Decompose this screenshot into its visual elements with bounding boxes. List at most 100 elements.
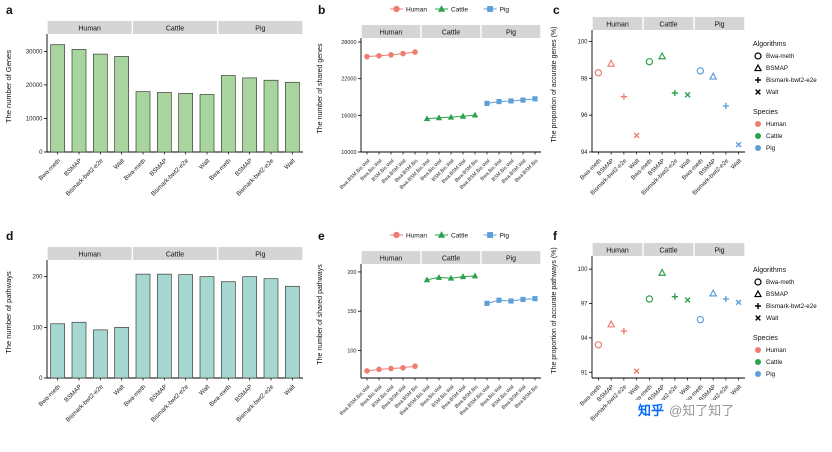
x-marker-icon xyxy=(755,315,761,321)
y-tick-label: 96 xyxy=(581,113,588,119)
legend-label: Bwa-meth xyxy=(766,279,795,286)
circle-marker-icon xyxy=(376,366,382,373)
x-marker-icon xyxy=(735,141,742,148)
x-tick-label: Bismark-bwt2-e2e xyxy=(150,157,191,198)
triangle-marker-icon xyxy=(753,289,763,298)
facet-strip xyxy=(694,243,745,256)
watermark-brand-text: 知乎 xyxy=(638,403,665,418)
panel-label: b xyxy=(318,3,325,17)
x-tick-label: Walt xyxy=(283,383,297,397)
legend-color-swatch xyxy=(755,145,761,151)
circle-marker-icon xyxy=(754,52,762,60)
x-tick-label: Bismark-bwt2-e2e xyxy=(65,157,106,198)
circle-marker-icon xyxy=(393,231,400,239)
legend-title: Species xyxy=(753,335,778,342)
triangle-marker-icon xyxy=(423,276,431,283)
legend-label: Human xyxy=(406,7,427,14)
triangle-marker-icon xyxy=(447,274,455,281)
square-marker-icon xyxy=(520,296,526,303)
y-tick-label: 98 xyxy=(581,76,588,82)
bar xyxy=(135,273,151,379)
facet-label: Cattle xyxy=(442,30,460,37)
watermark: 知乎 @知了知了 xyxy=(626,400,747,421)
y-tick-label: 100 xyxy=(347,349,356,355)
y-axis-title: The proportion of accurate genes (%) xyxy=(551,27,558,143)
legend-label: Walt xyxy=(766,89,779,96)
x-tick-label: Bwa-meth xyxy=(37,157,62,182)
x-marker-icon xyxy=(684,297,691,304)
facet-label: Cattle xyxy=(166,26,184,33)
triangle-marker-icon xyxy=(607,59,616,67)
x-tick-label: Bwa-meth xyxy=(208,383,233,408)
y-tick-label: 0 xyxy=(39,150,43,156)
legend-color-swatch xyxy=(755,347,761,353)
facet-strip xyxy=(481,251,541,264)
plus-marker-icon xyxy=(722,295,729,303)
legend-color-swatch xyxy=(755,371,761,377)
y-tick-label: 10000 xyxy=(26,116,43,122)
bar xyxy=(263,278,279,379)
facet-label: Pig xyxy=(714,248,724,255)
bar xyxy=(92,53,108,153)
y-axis-title: The number of shared genes xyxy=(317,43,324,133)
legend-title: Species xyxy=(753,109,778,116)
facet-label: Cattle xyxy=(166,252,184,259)
bar xyxy=(242,276,258,379)
circle-marker-icon xyxy=(754,278,762,286)
y-tick-label: 100 xyxy=(577,39,588,45)
y-tick-label: 10000 xyxy=(341,150,356,156)
x-tick-label: Bwa-meth xyxy=(208,157,233,182)
bar xyxy=(284,81,300,153)
y-tick-label: 97 xyxy=(581,302,588,308)
facet-strip xyxy=(421,25,481,38)
x-tick-label: Walt xyxy=(113,383,127,397)
y-tick-label: 100 xyxy=(577,267,588,273)
bar xyxy=(242,77,258,153)
square-marker-icon xyxy=(520,97,526,103)
panel-e-shared-pathways-chart: e The number of shared pathways Human Cattl… xyxy=(317,229,541,417)
legend-label: Pig xyxy=(766,371,776,378)
circle-marker-icon xyxy=(696,315,705,324)
square-marker-icon xyxy=(484,100,490,106)
legend-label: Bismark-bwt2-e2e xyxy=(766,303,817,310)
bar xyxy=(50,323,66,379)
watermark-user-text: @知了知了 xyxy=(669,403,735,418)
panel-b-shared-genes-chart: b The number of shared genes Human Cattle Pi… xyxy=(317,3,541,191)
panel-a-genes-bar-chart: a The number of Genes Human Cattle Pig 0 10000… xyxy=(4,3,303,198)
facet-strip xyxy=(361,251,421,264)
legend-label: Pig xyxy=(500,233,510,240)
x-tick-label: Bwa-meth xyxy=(123,157,148,182)
legend-label: Bwa-meth xyxy=(766,53,795,60)
x-tick-label: Bismark-bwt2-e2e xyxy=(235,157,276,198)
facet-label: Human xyxy=(78,252,101,259)
bar xyxy=(114,326,130,379)
x-tick-label: Bismark-bwt2-e2e xyxy=(65,383,106,424)
y-tick-label: 94 xyxy=(581,150,588,156)
legend-title: Algorithms xyxy=(753,267,787,274)
facet-strip xyxy=(47,21,132,34)
square-marker-icon xyxy=(487,232,494,238)
y-tick-label: 200 xyxy=(347,270,356,276)
triangle-marker-icon xyxy=(437,231,446,238)
triangle-marker-icon xyxy=(709,288,718,297)
bar xyxy=(114,56,130,153)
bar xyxy=(199,276,215,379)
triangle-marker-icon xyxy=(423,115,431,122)
facet-strip xyxy=(481,25,541,38)
legend-label: Human xyxy=(766,121,787,128)
legend-label: Human xyxy=(766,347,787,354)
triangle-marker-icon xyxy=(459,273,467,280)
plus-marker-icon xyxy=(620,93,627,100)
square-marker-icon xyxy=(496,99,502,105)
x-tick-label: Walt xyxy=(283,157,297,171)
y-tick-label: 22000 xyxy=(341,77,356,83)
bar xyxy=(135,91,151,153)
y-axis-title: The number of shared pathways xyxy=(317,264,324,365)
circle-marker-icon xyxy=(400,364,406,371)
x-tick-label: Bismark-bwt2-e2e xyxy=(235,383,276,424)
x-tick-label: Walt xyxy=(113,157,127,171)
x-tick-label: Walt xyxy=(730,158,743,171)
square-marker-icon xyxy=(532,96,538,102)
x-marker-icon xyxy=(735,299,742,306)
plus-marker-icon xyxy=(671,293,678,300)
